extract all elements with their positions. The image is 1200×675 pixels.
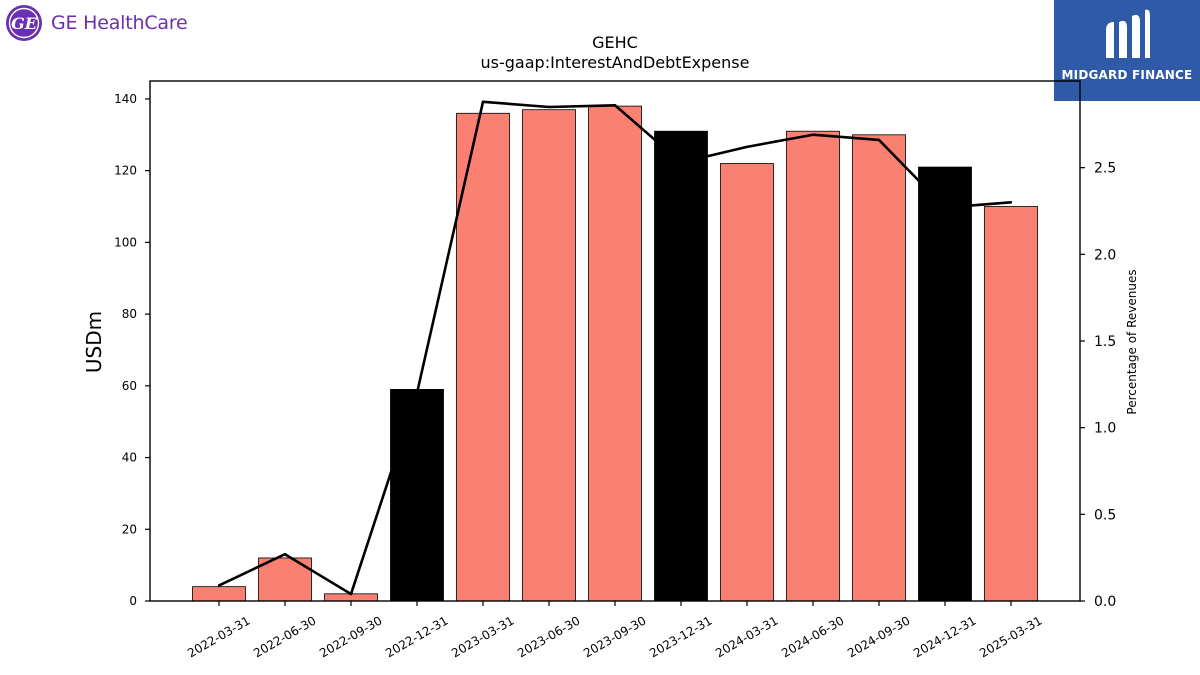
bar-2022-03-31 (192, 586, 246, 602)
x-tick-label: 2025-03-31 (977, 613, 1044, 660)
bar-2024-12-31 (918, 166, 972, 602)
y2-tick-label: 2.0 (1094, 247, 1116, 263)
y-tick-label: 100 (114, 235, 137, 249)
y2-tick-label: 1.0 (1094, 421, 1116, 437)
line-point-2022-06-30 (283, 553, 287, 556)
bar-2023-03-31 (456, 112, 510, 602)
y-tick-label: 20 (122, 522, 137, 536)
x-tick-label: 2023-06-30 (515, 613, 582, 660)
bar-series (192, 105, 1038, 602)
bar-2024-09-30 (852, 134, 906, 602)
y-tick-label: 80 (122, 307, 137, 321)
y-tick-label: 120 (114, 164, 137, 178)
y-tick-label: 40 (122, 451, 137, 465)
ge-monogram-icon: GE (6, 5, 42, 41)
y-tick-label: 0 (129, 594, 137, 608)
x-tick-label: 2023-09-30 (581, 613, 648, 660)
y-tick-label: 140 (114, 92, 137, 106)
line-point-2023-06-30 (547, 105, 551, 109)
y2-axis-label: Percentage of Revenues (1125, 269, 1139, 414)
line-point-2025-03-31 (1009, 201, 1013, 204)
y2-tick-label: 1.5 (1094, 334, 1116, 350)
x-tick-label: 2022-06-30 (251, 613, 318, 660)
midgard-finance-logo: MIDGARD FINANCE (1054, 0, 1200, 101)
x-tick-label: 2024-09-30 (845, 613, 912, 660)
line-point-2023-03-31 (481, 100, 485, 104)
bar-2023-12-31 (654, 130, 708, 602)
y2-tick-label: 0.5 (1094, 507, 1116, 523)
x-tick-label: 2022-03-31 (185, 613, 252, 660)
line-point-2023-09-30 (613, 104, 617, 107)
x-tick-label: 2024-03-31 (713, 613, 780, 660)
line-point-2022-03-31 (217, 584, 221, 587)
chart-title: GEHC (592, 33, 638, 52)
x-tick-label: 2024-06-30 (779, 613, 846, 660)
line-point-2023-12-31 (679, 161, 683, 164)
chart-subtitle: us-gaap:InterestAndDebtExpense (481, 53, 750, 72)
y-axis-label: USDm (82, 311, 106, 373)
x-tick-label: 2022-12-31 (383, 613, 450, 660)
bar-2023-09-30 (588, 105, 642, 602)
line-point-2024-03-31 (745, 145, 749, 149)
midgard-mark-icon (1106, 9, 1150, 59)
svg-text:GE: GE (11, 14, 38, 33)
y-tick-label: 60 (122, 379, 137, 393)
x-tick-label: 2023-12-31 (647, 613, 714, 660)
ge-healthcare-wordmark: GE HealthCare (51, 12, 188, 34)
ge-healthcare-logo: GE GE HealthCare (5, 4, 188, 42)
bar-2023-06-30 (522, 109, 576, 602)
midgard-finance-wordmark: MIDGARD FINANCE (1061, 68, 1193, 82)
line-point-2024-06-30 (811, 133, 815, 136)
bar-2024-03-31 (720, 163, 774, 602)
line-point-2022-09-30 (349, 592, 353, 596)
line-point-2024-09-30 (877, 138, 881, 142)
x-tick-label: 2024-12-31 (911, 613, 978, 660)
y2-tick-label: 0.0 (1094, 594, 1116, 610)
y2-tick-label: 2.5 (1094, 161, 1116, 177)
x-tick-label: 2022-09-30 (317, 613, 384, 660)
bar-2022-12-31 (390, 389, 444, 602)
x-tick-label: 2023-03-31 (449, 613, 516, 660)
bar-2024-06-30 (786, 130, 840, 602)
percentage-line-series (217, 100, 1013, 596)
line-point-2022-12-31 (415, 391, 419, 395)
bar-2025-03-31 (984, 206, 1038, 602)
line-point-2024-12-31 (943, 206, 947, 209)
